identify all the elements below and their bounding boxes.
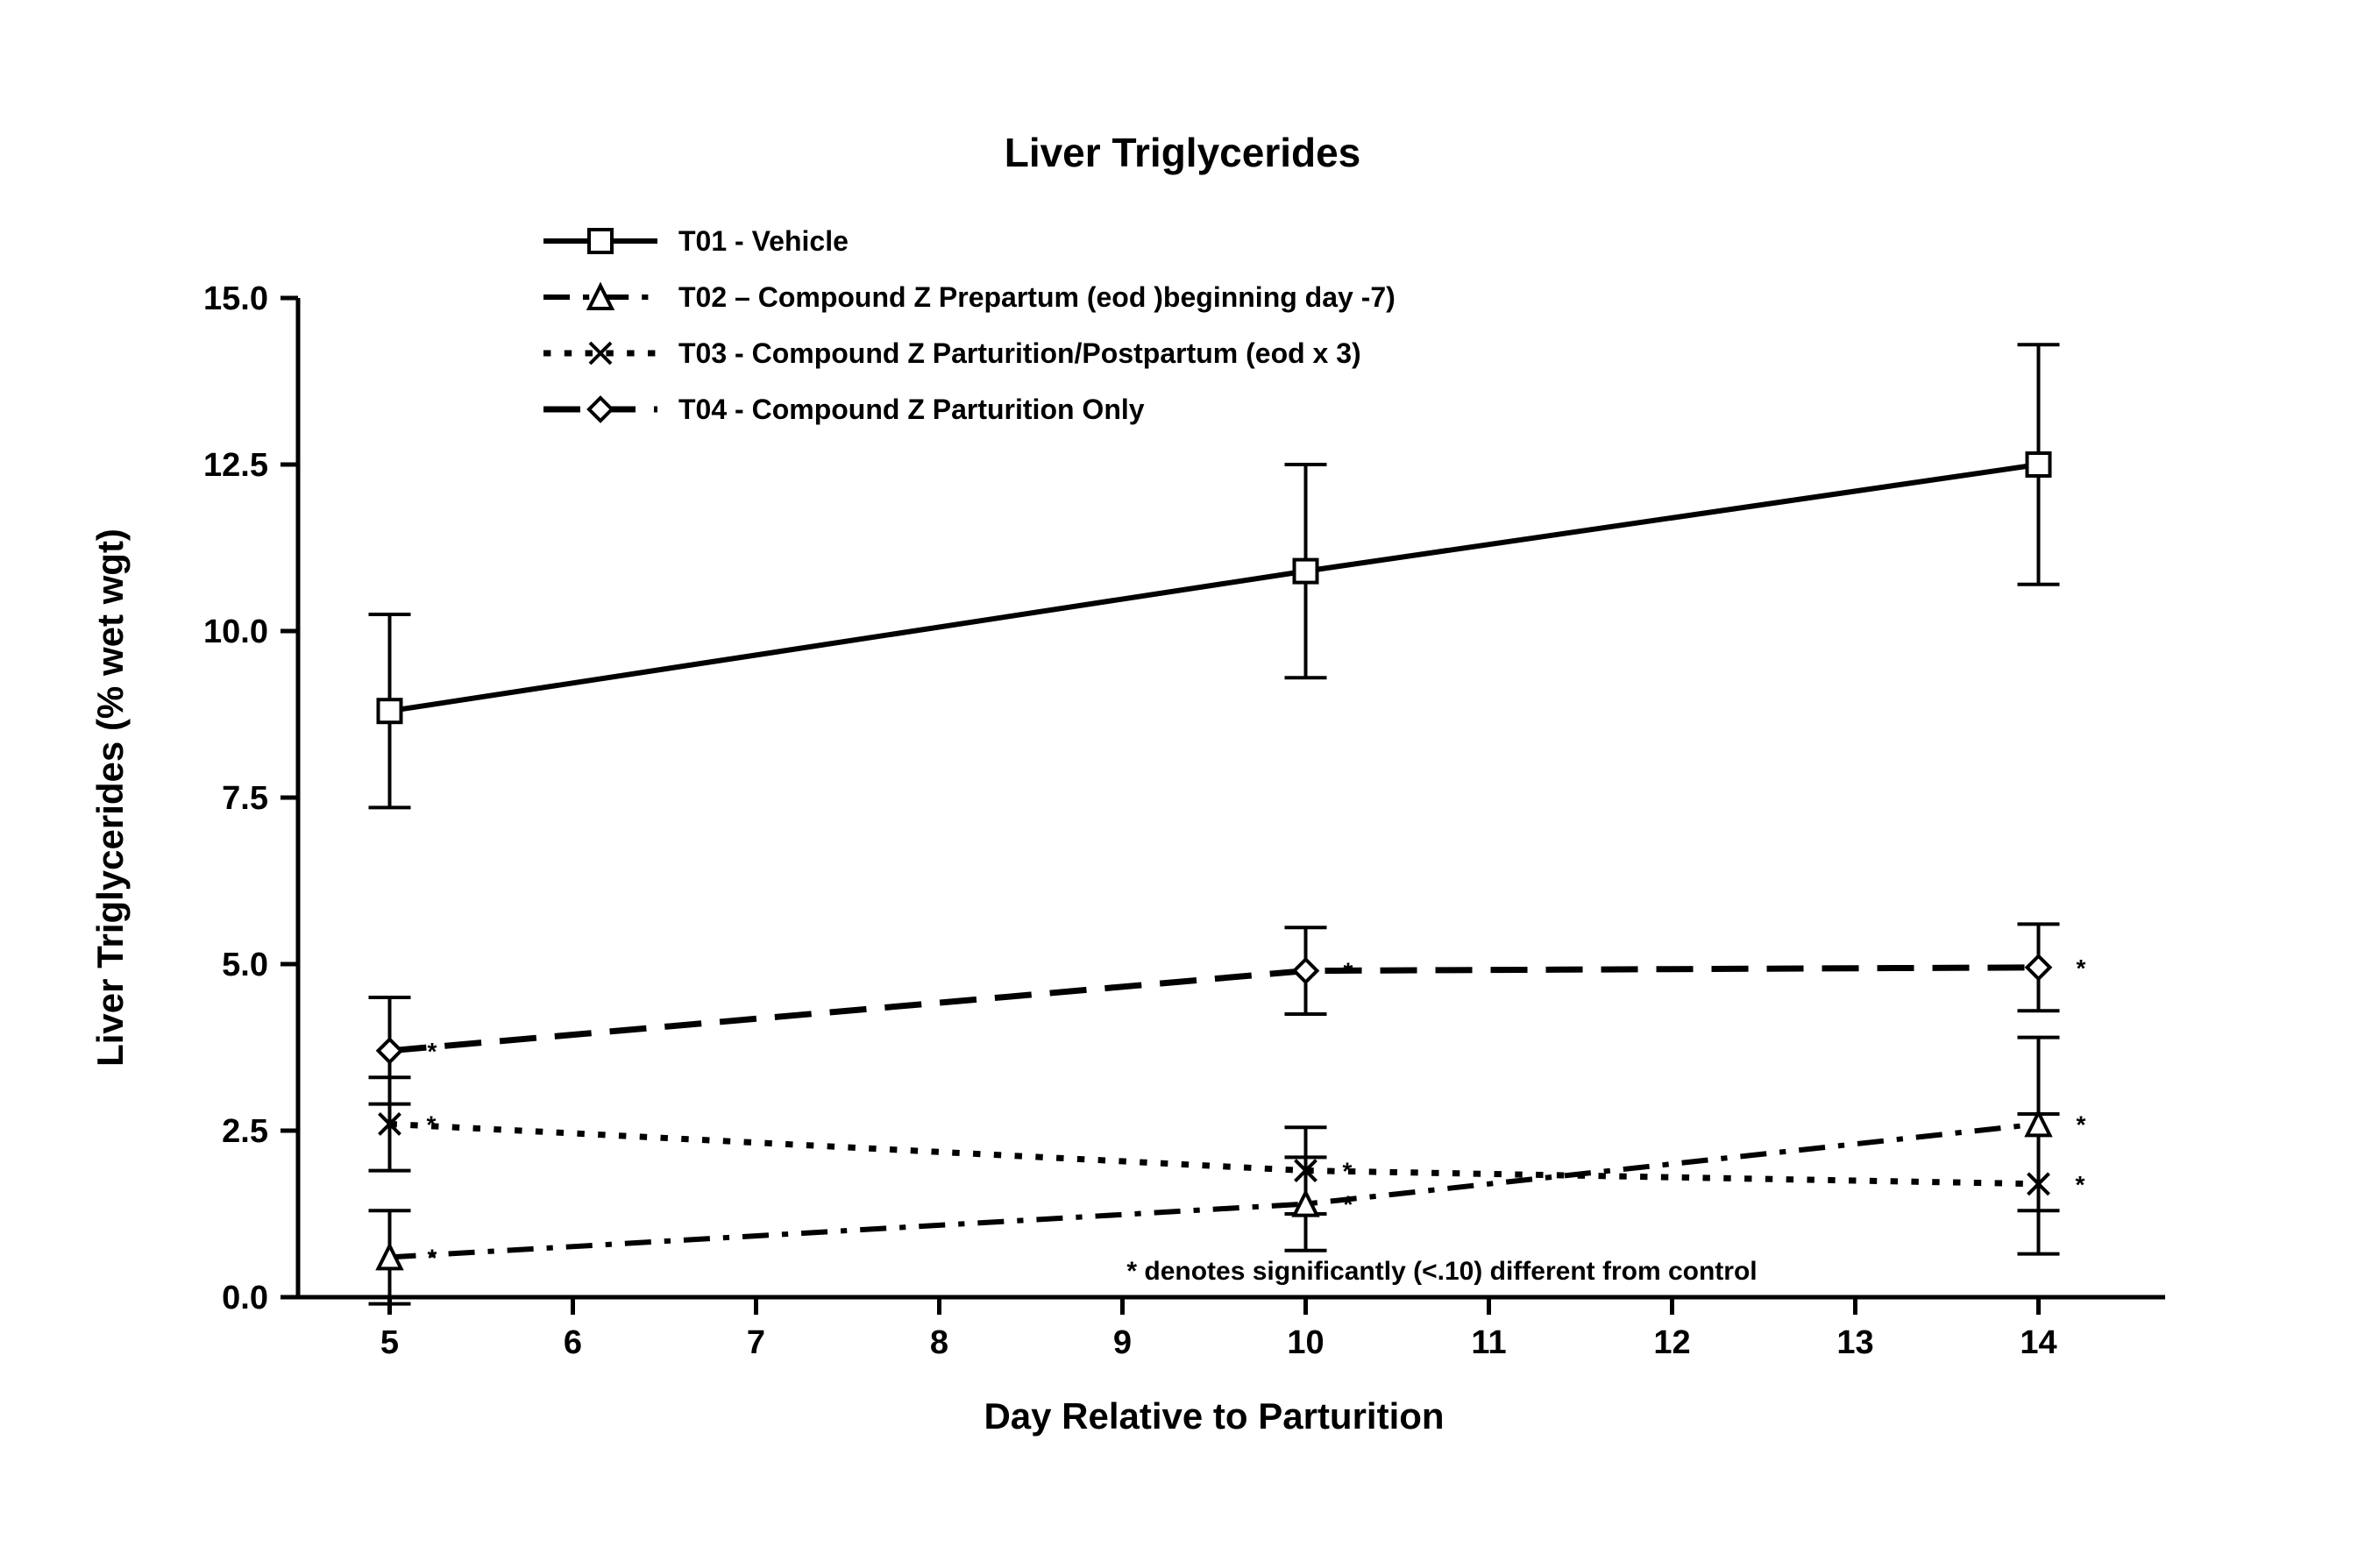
significance-star: * [1343,1158,1353,1185]
chart-title-svg: Liver Triglycerides [1005,130,1361,175]
liver-triglycerides-chart: Liver Triglycerides 0.0 2.5 5.0 7.5 10.0 12.5 1… [0,0,2365,1568]
x-tick-label: 7 [747,1324,765,1361]
x-axis-label-svg: Day Relative to Parturition [984,1395,1444,1437]
significance-star: * [1344,1191,1353,1218]
y-tick-label: 7.5 [222,780,268,817]
legend-label-T03: T03 - Compound Z Parturition/Postpartum … [678,337,1361,369]
x-tick-label: 6 [564,1324,582,1361]
x-tick-label: 8 [930,1324,948,1361]
significance-star: * [428,1038,437,1065]
significance-star: * [2077,1110,2086,1138]
x-tick-label: 14 [2020,1324,2056,1361]
x-tick-label: 10 [1287,1324,1324,1361]
significance-star: * [2076,1171,2085,1198]
x-tick-label: 11 [1471,1324,1506,1361]
y-axis-label-svg: Liver Triglycerides (% wet wgt) [89,529,131,1067]
y-tick-label: 15.0 [203,280,268,317]
legend-label-T02: T02 – Compound Z Prepartum (eod )beginni… [678,281,1396,313]
significance-star: * [427,1110,437,1138]
y-tick-label: 0.0 [222,1280,268,1316]
legend-label-T01: T01 - Vehicle [678,225,849,257]
significance-star: * [1344,958,1353,985]
y-tick-label: 10.0 [203,614,268,650]
series-line-T02 [390,1124,2039,1257]
y-tick-label: 12.5 [203,447,268,484]
y-tick-label: 5.0 [222,947,268,983]
footnote-svg: * denotes significantly (<.10) different… [1126,1257,1757,1286]
x-tick-label: 12 [1653,1324,1690,1361]
series-line-T04 [390,968,2039,1051]
significance-star: * [2077,954,2086,982]
series-line-T01 [390,465,2039,711]
x-tick-label: 5 [380,1324,399,1361]
x-tick-label: 9 [1113,1324,1132,1361]
significance-star: * [428,1244,437,1271]
series-line-T03 [390,1124,2039,1183]
legend-label-T04: T04 - Compound Z Parturition Only [678,394,1145,425]
y-tick-label: 2.5 [222,1113,268,1150]
x-tick-label: 13 [1836,1324,1873,1361]
chart-container: Liver Triglycerides 0.0 2.5 5.0 7.5 10.0 12.5 1… [0,0,2365,1568]
